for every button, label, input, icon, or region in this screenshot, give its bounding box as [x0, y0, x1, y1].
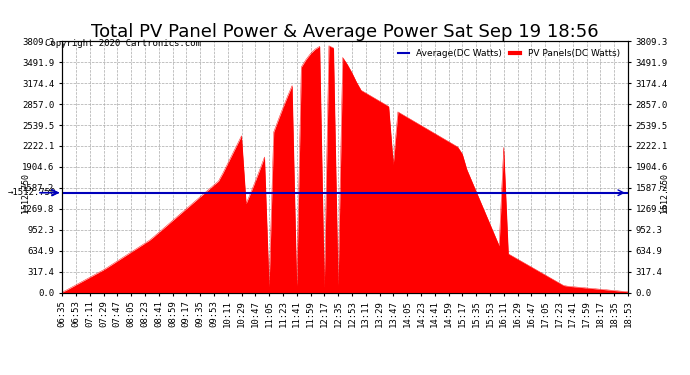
Text: 1512.750: 1512.750 [21, 173, 30, 213]
Text: Copyright 2020 Cartronics.com: Copyright 2020 Cartronics.com [45, 39, 201, 48]
Text: →1512.750: →1512.750 [8, 188, 57, 197]
Title: Total PV Panel Power & Average Power Sat Sep 19 18:56: Total PV Panel Power & Average Power Sat… [91, 23, 599, 41]
Legend: Average(DC Watts), PV Panels(DC Watts): Average(DC Watts), PV Panels(DC Watts) [395, 46, 623, 62]
Text: 1512.750: 1512.750 [660, 173, 669, 213]
